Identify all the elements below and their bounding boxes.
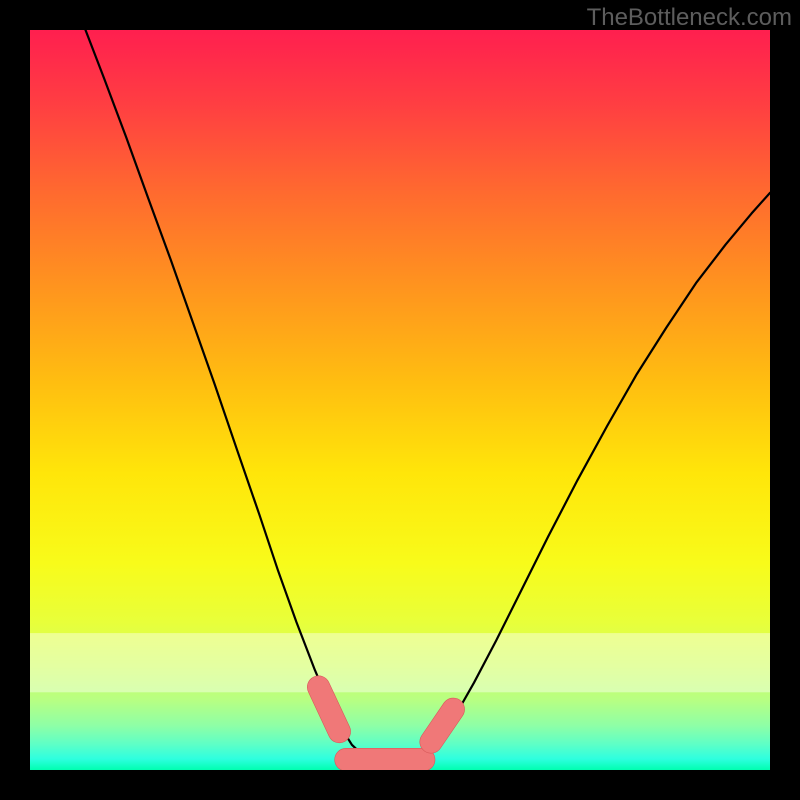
chart-frame: TheBottleneck.com bbox=[0, 0, 800, 800]
watermark-text: TheBottleneck.com bbox=[587, 4, 792, 32]
plot-svg bbox=[30, 30, 770, 770]
plot-area bbox=[30, 30, 770, 770]
pale-band bbox=[30, 633, 770, 692]
